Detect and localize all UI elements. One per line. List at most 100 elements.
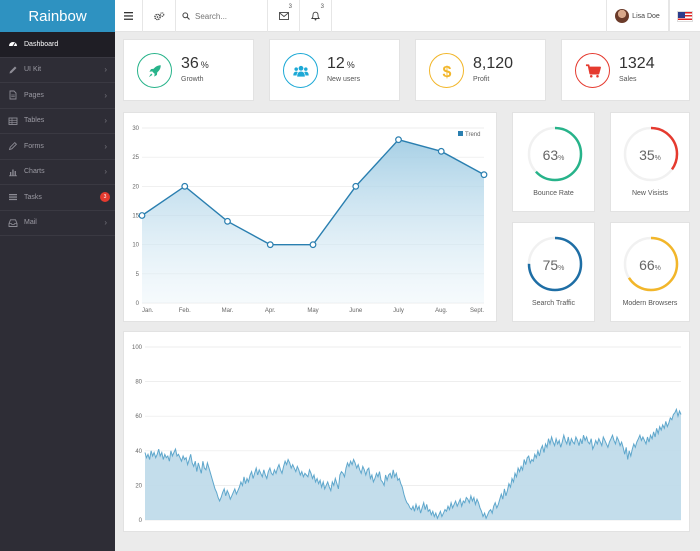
- trend-chart-card: 0 5 10 15 20 25 30 Jan. Feb. Mar. Apr. May June July A…: [123, 112, 497, 322]
- y-tick-label: 25: [132, 155, 139, 161]
- dashboard-icon: [8, 39, 18, 49]
- sidebar: Dashboard UI Kit › Pages › Tables › Forms › Chart…: [0, 32, 115, 551]
- donut-value: 63: [542, 147, 559, 163]
- stat-card-new-users: 12% New users: [269, 39, 400, 101]
- chevron-right-icon: ›: [104, 218, 107, 228]
- chevron-right-icon: ›: [104, 167, 107, 177]
- donut-value: 35: [639, 147, 655, 163]
- stat-value-group: 12%: [327, 55, 355, 73]
- donut-unit: %: [654, 265, 661, 272]
- brand-logo[interactable]: Rainbow: [0, 0, 115, 32]
- sidebar-item-label: Charts: [24, 168, 45, 176]
- x-tick-label: May: [307, 308, 318, 314]
- chevron-right-icon: ›: [104, 141, 107, 151]
- rocket-icon: [137, 53, 172, 88]
- trend-point[interactable]: [352, 182, 360, 190]
- donut-unit: %: [654, 155, 661, 162]
- tasks-count-badge: 3: [100, 192, 110, 203]
- hamburger-icon: [124, 12, 133, 20]
- y-tick-label: 5: [136, 272, 140, 278]
- trend-point[interactable]: [138, 212, 146, 219]
- trend-point[interactable]: [309, 241, 317, 249]
- sidebar-item-dashboard[interactable]: Dashboard: [0, 32, 115, 58]
- stat-value-group: 36%: [181, 55, 209, 73]
- sidebar-item-label: Tasks: [24, 193, 42, 201]
- donut-value: 66: [639, 257, 655, 273]
- svg-text:$: $: [442, 64, 451, 79]
- messages-button[interactable]: 3: [268, 0, 300, 32]
- y-tick-label: 60: [135, 414, 142, 420]
- trend-point[interactable]: [437, 147, 445, 155]
- sidebar-item-label: Mail: [24, 219, 37, 227]
- sidebar-item-forms[interactable]: Forms ›: [0, 134, 115, 160]
- sidebar-item-charts[interactable]: Charts ›: [0, 160, 115, 185]
- donut-gauge: [527, 236, 582, 292]
- stat-card-growth: 36% Growth: [123, 39, 254, 101]
- donut-unit: %: [558, 155, 565, 162]
- x-tick-label: Feb.: [179, 308, 191, 314]
- notifications-button[interactable]: 3: [300, 0, 332, 32]
- stat-value: 1324: [619, 55, 655, 72]
- sidebar-item-pages[interactable]: Pages ›: [0, 83, 115, 109]
- users-icon: [283, 53, 318, 88]
- donut-fill: [527, 236, 582, 292]
- sidebar-item-tasks[interactable]: Tasks 3: [0, 185, 115, 211]
- stat-label: Profit: [473, 76, 490, 83]
- search-icon: [182, 12, 190, 20]
- sidebar-item-mail[interactable]: Mail ›: [0, 211, 115, 236]
- us-flag-icon: [677, 10, 693, 22]
- search-box[interactable]: [176, 0, 268, 32]
- trend-point[interactable]: [395, 136, 402, 144]
- donut-fill: [623, 236, 679, 292]
- donut-label: Bounce Rate: [533, 190, 574, 197]
- stat-unit: %: [346, 60, 355, 70]
- donut-label: Search Traffic: [531, 300, 576, 307]
- sidebar-item-ui-kit[interactable]: UI Kit ›: [0, 58, 115, 83]
- trend-point[interactable]: [266, 241, 274, 249]
- y-tick-label: 15: [132, 214, 139, 220]
- legend-label: Trend: [465, 132, 480, 138]
- donut-label: Modern Browsers: [622, 300, 678, 307]
- trend-point[interactable]: [181, 182, 189, 190]
- bell-icon: [311, 11, 320, 21]
- sidebar-item-label: UI Kit: [24, 66, 42, 74]
- trend-area: [142, 139, 484, 303]
- y-tick-label: 80: [135, 380, 142, 386]
- donut-card-modern-browsers: 66% Modern Browsers: [610, 222, 690, 322]
- trend-point[interactable]: [224, 217, 231, 225]
- y-tick-label: 40: [135, 449, 142, 455]
- x-tick-label: Mar.: [222, 308, 234, 314]
- file-icon: [8, 90, 18, 100]
- donut-label: New Visists: [631, 190, 669, 197]
- table-icon: [8, 116, 18, 126]
- chevron-right-icon: ›: [104, 90, 107, 100]
- stat-value-group: 1324: [619, 55, 655, 73]
- y-tick-label: 0: [139, 518, 143, 524]
- legend-swatch: [458, 131, 463, 136]
- trend-chart: 0 5 10 15 20 25 30 Jan. Feb. Mar. Apr. May June July A…: [132, 126, 488, 314]
- edit-icon: [8, 141, 18, 151]
- trend-point[interactable]: [480, 171, 488, 179]
- top-bar: 3 3 Lisa Doe: [115, 0, 700, 32]
- stat-value: 36: [181, 55, 199, 72]
- settings-button[interactable]: [143, 0, 176, 32]
- search-input[interactable]: [195, 11, 255, 21]
- donut-value-group: 75%: [513, 257, 594, 273]
- dollar-icon: $: [429, 53, 464, 88]
- user-menu[interactable]: Lisa Doe: [606, 0, 669, 32]
- y-tick-label: 0: [136, 301, 140, 307]
- traffic-line: [144, 407, 682, 520]
- donut-unit: %: [558, 265, 565, 272]
- y-tick-label: 10: [132, 243, 139, 249]
- x-tick-label: Jan.: [142, 308, 154, 314]
- sidebar-item-tables[interactable]: Tables ›: [0, 109, 115, 134]
- language-selector[interactable]: [669, 0, 700, 32]
- sidebar-item-label: Pages: [24, 91, 44, 99]
- x-tick-label: June: [349, 308, 363, 314]
- traffic-area: [145, 409, 681, 520]
- stat-label: Growth: [181, 76, 204, 83]
- sidebar-item-label: Forms: [24, 142, 44, 150]
- donut-gauge: [623, 236, 679, 292]
- donut-value-group: 63%: [513, 147, 594, 163]
- menu-toggle-button[interactable]: [115, 0, 143, 32]
